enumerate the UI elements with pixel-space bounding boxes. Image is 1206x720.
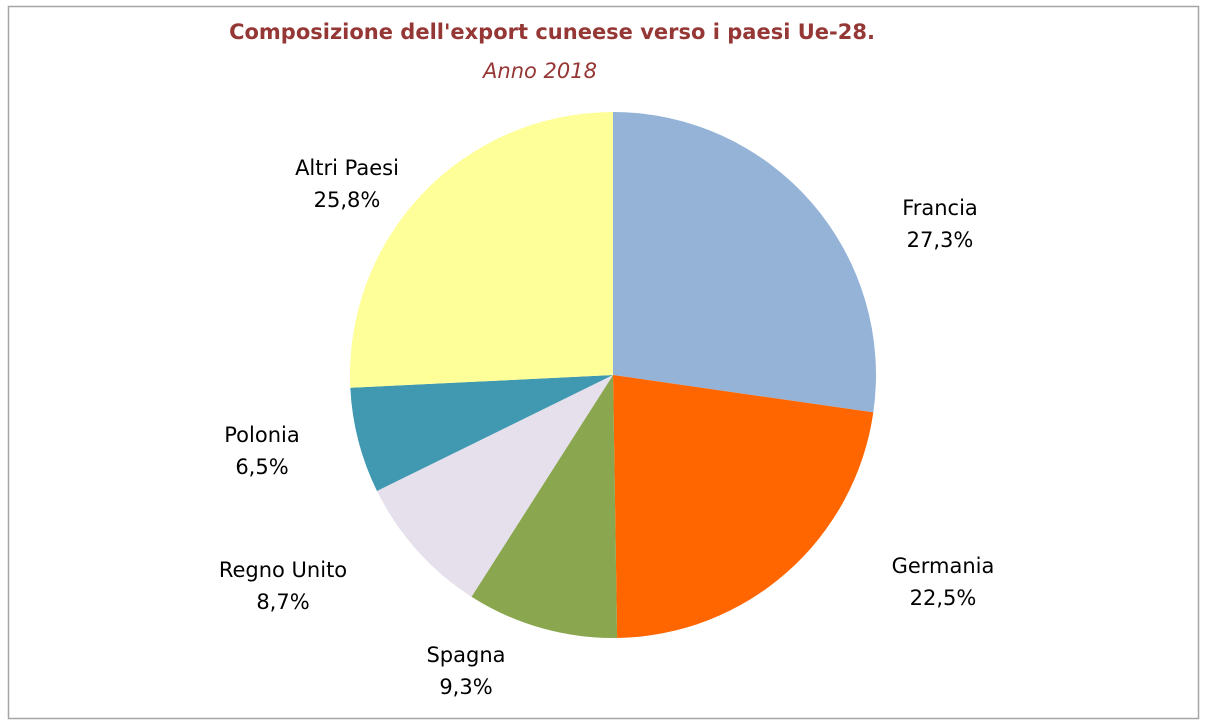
slice-value-label: 25,8% [314,188,381,212]
pie-slice [350,112,613,388]
pie-slice [471,375,618,638]
pie-slice [613,375,874,638]
slice-label: Altri Paesi [295,156,399,180]
chart-title: Composizione dell'export cuneese verso i… [229,20,875,44]
slice-label: Francia [902,196,978,220]
slice-label: Polonia [224,423,299,447]
pie-slice [613,112,876,413]
pie-slice [350,375,613,491]
slice-value-label: 6,5% [235,455,288,479]
slice-value-label: 9,3% [439,675,492,699]
slice-label: Germania [892,554,995,578]
slice-value-label: 8,7% [256,590,309,614]
slice-label: Regno Unito [219,558,347,582]
chart-subtitle: Anno 2018 [481,59,597,83]
slice-value-label: 22,5% [910,586,977,610]
pie-slice [376,375,613,597]
slice-label: Spagna [426,643,505,667]
slice-value-label: 27,3% [907,228,974,252]
